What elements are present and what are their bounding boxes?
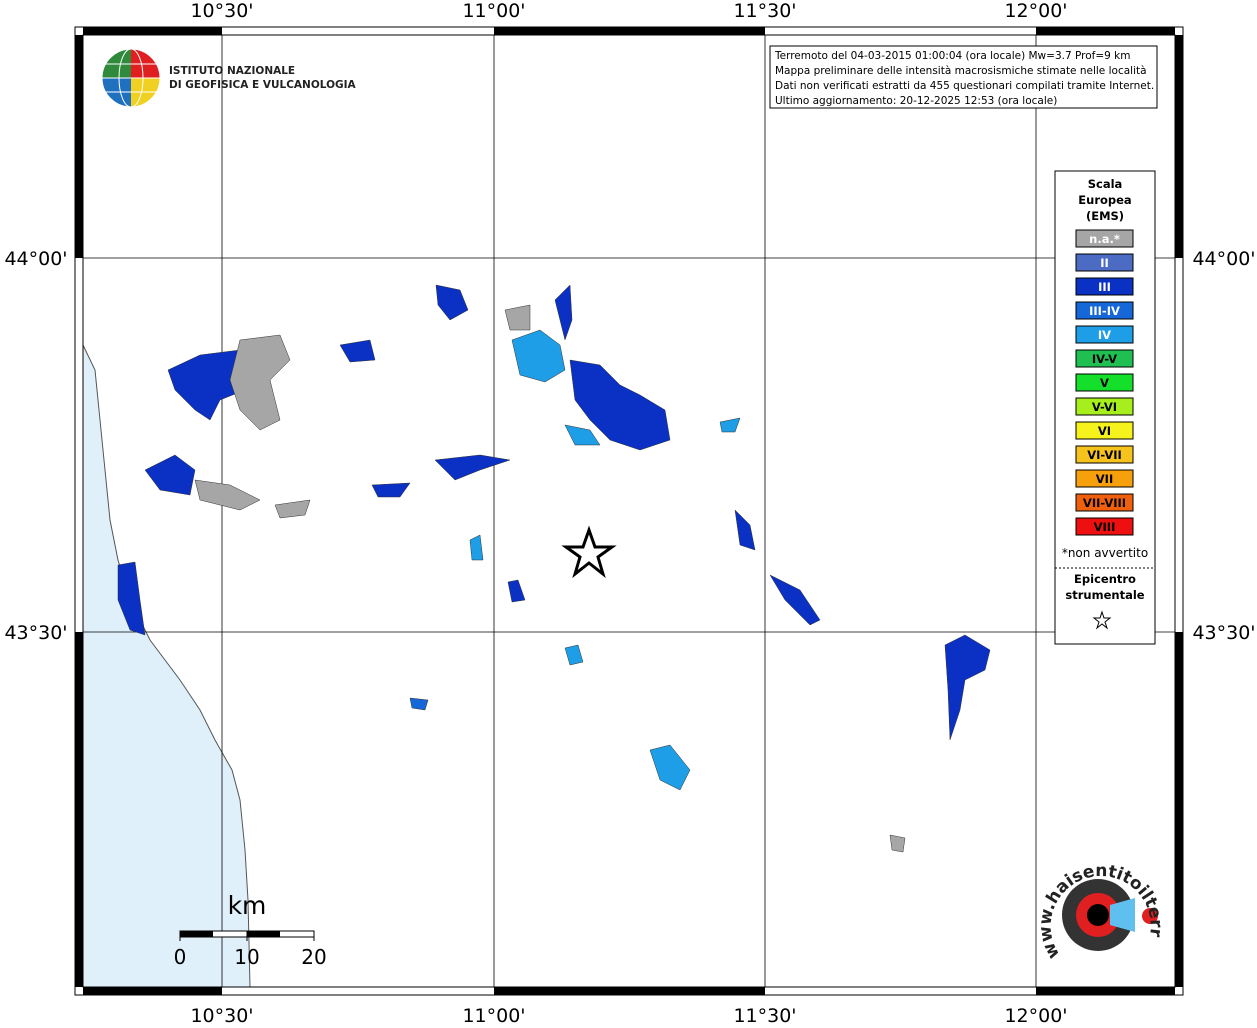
logo-line: DI GEOFISICA E VULCANOLOGIA	[169, 79, 357, 91]
lon-label: 12°00'	[1004, 0, 1067, 22]
legend-label: III-IV	[1089, 304, 1120, 318]
scale-unit: km	[228, 891, 267, 920]
legend-swatch	[1075, 325, 1134, 344]
legend-label: VII-VIII	[1083, 496, 1126, 510]
lon-label: 10°30'	[190, 0, 253, 22]
scale-tick-label: 20	[301, 945, 326, 969]
lon-label: 11°30'	[733, 1005, 796, 1024]
sea	[82, 344, 251, 988]
legend-swatch	[1075, 229, 1134, 248]
legend-title: Europea	[1078, 193, 1131, 207]
info-line: Ultimo aggiornamento: 20-12-2025 12:53 (…	[775, 95, 1057, 107]
legend-swatch	[1075, 469, 1134, 488]
lat-label: 43°30'	[4, 622, 67, 644]
legend-label: III	[1098, 280, 1111, 294]
legend-label: VI-VII	[1087, 448, 1122, 462]
scale-tick-label: 10	[234, 945, 259, 969]
legend: ScalaEuropea(EMS)n.a.*IIIIIIII-IVIVIV-VV…	[1054, 170, 1156, 645]
legend-swatch	[1075, 445, 1134, 464]
legend-swatch	[1075, 517, 1134, 536]
legend-star	[1092, 610, 1112, 630]
lon-label: 11°00'	[462, 0, 525, 22]
legend-swatch	[1075, 349, 1134, 368]
legend-swatch	[1075, 253, 1134, 272]
graticule	[83, 35, 1175, 987]
epicenter-star	[561, 525, 617, 579]
lon-label: 11°30'	[733, 0, 796, 22]
legend-swatch	[1075, 397, 1134, 416]
frame	[74, 26, 1184, 996]
lon-label: 12°00'	[1004, 1005, 1067, 1024]
info-box	[769, 45, 1158, 109]
ingv-logo: ISTITUTO NAZIONALE DI GEOFISICA E VULCAN…	[101, 48, 357, 108]
legend-label: VIII	[1094, 520, 1116, 534]
legend-swatch	[1075, 373, 1134, 392]
info-line: Dati non verificati estratti da 455 ques…	[775, 80, 1154, 92]
legend-label: VI	[1098, 424, 1111, 438]
legend-swatch	[1075, 301, 1134, 320]
info-line: Terremoto del 04-03-2015 01:00:04 (ora l…	[774, 50, 1130, 62]
lon-label: 11°00'	[462, 1005, 525, 1024]
legend-epicenter: strumentale	[1065, 588, 1144, 602]
legend-label: IV-V	[1092, 352, 1117, 366]
legend-label: IV	[1098, 328, 1111, 342]
legend-label: V	[1100, 376, 1109, 390]
lat-label: 44°00'	[1192, 248, 1255, 270]
legend-label: II	[1100, 256, 1109, 270]
legend-label: V-VI	[1092, 400, 1117, 414]
legend-swatch	[1075, 277, 1134, 296]
lon-label: 10°30'	[190, 1005, 253, 1024]
legend-swatch	[1075, 493, 1134, 512]
scale-bar: km 0 10 20	[174, 891, 327, 969]
legend-note: *non avvertito	[1062, 546, 1148, 560]
lat-label: 43°30'	[1192, 622, 1255, 644]
intensity-areas	[117, 284, 991, 853]
logo-line: ISTITUTO NAZIONALE	[169, 65, 295, 77]
legend-title: Scala	[1088, 177, 1123, 191]
legend-epicenter: Epicentro	[1074, 572, 1136, 586]
lat-label: 44°00'	[4, 248, 67, 270]
legend-swatch	[1075, 421, 1134, 440]
info-line: Mappa preliminare delle intensità macros…	[775, 65, 1147, 77]
legend-title: (EMS)	[1086, 209, 1124, 223]
scale-tick-label: 0	[174, 945, 187, 969]
legend-label: VII	[1096, 472, 1113, 486]
legend-label: n.a.*	[1089, 232, 1120, 246]
